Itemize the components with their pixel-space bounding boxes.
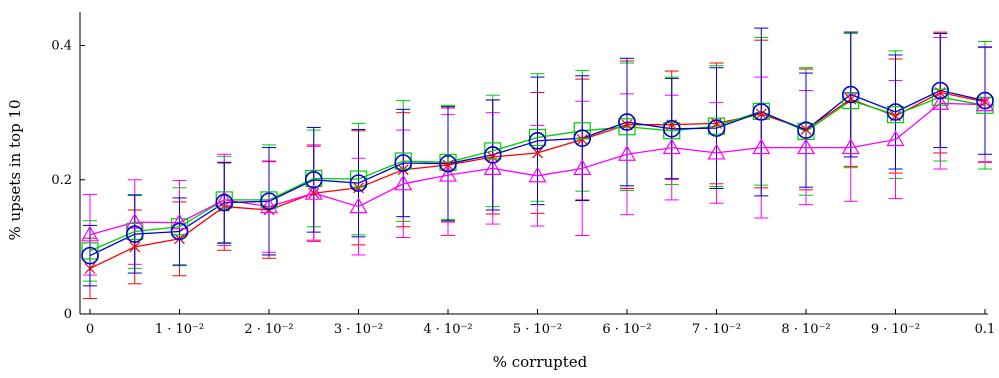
- x-tick-label: 6 · 10⁻²: [602, 322, 651, 337]
- triangle-marker: [841, 138, 860, 155]
- circle-marker: [170, 222, 189, 241]
- x-tick-label: 7 · 10⁻²: [692, 322, 741, 337]
- circle-marker: [81, 246, 99, 265]
- y-tick-label: 0.4: [51, 39, 72, 54]
- triangle-marker: [707, 143, 726, 160]
- triangle-marker: [931, 94, 950, 110]
- triangle-marker: [528, 166, 547, 183]
- triangle-marker: [304, 183, 323, 200]
- triangle-marker: [617, 145, 637, 161]
- x-tick-label: 0.1: [975, 322, 996, 337]
- square-marker: [170, 218, 189, 236]
- triangle-marker: [259, 197, 279, 214]
- triangle-marker: [438, 165, 458, 182]
- triangle-marker: [662, 138, 681, 155]
- square-marker: [931, 88, 949, 106]
- circle-marker: [573, 129, 592, 147]
- circle-marker: [931, 81, 950, 100]
- triangle-marker: [483, 159, 502, 175]
- error-bar: [83, 224, 97, 287]
- circle-marker: [394, 154, 413, 172]
- circle-marker: [976, 91, 994, 110]
- x-marker: [800, 124, 812, 135]
- circle-marker: [707, 119, 726, 137]
- circle-marker: [841, 85, 860, 104]
- circle-marker: [349, 174, 368, 192]
- square-marker: [618, 118, 636, 136]
- circle-marker: [618, 113, 636, 131]
- x-tick-label: 9 · 10⁻²: [871, 322, 920, 337]
- triangle-marker: [975, 95, 995, 112]
- circle-marker: [260, 192, 278, 211]
- square-marker: [573, 122, 591, 140]
- circle-marker: [797, 121, 815, 139]
- circle-marker: [304, 170, 323, 189]
- ticks: 0 1 · 10⁻² 2 · 10⁻² 3 · 10⁻² 4 · 10⁻² 5 · 10⁻…: [51, 39, 995, 337]
- y-tick-label: 0.2: [51, 173, 72, 188]
- x-marker: [487, 151, 499, 163]
- circle-marker: [215, 193, 234, 212]
- circle-marker: [886, 103, 905, 121]
- x-tick-label: 2 · 10⁻²: [244, 322, 293, 337]
- x-marker: [621, 119, 633, 131]
- x-marker: [532, 147, 543, 159]
- circle-marker: [752, 103, 771, 121]
- series-line: [89, 96, 986, 252]
- circle-marker: [662, 119, 681, 138]
- triangle-marker: [215, 190, 234, 207]
- x-marker: [129, 241, 141, 253]
- square-marker: [81, 242, 99, 260]
- x-tick-label: 0: [86, 322, 94, 337]
- circle-marker: [125, 225, 144, 243]
- triangle-marker: [573, 159, 592, 175]
- x-marker: [442, 159, 454, 171]
- triangle-marker: [80, 225, 100, 242]
- square-marker: [349, 170, 368, 188]
- triangle-marker: [886, 130, 905, 147]
- y-tick-label: 0: [64, 307, 72, 322]
- triangle-marker: [125, 212, 144, 229]
- x-marker: [397, 164, 409, 176]
- x-tick-label: 1 · 10⁻²: [155, 322, 204, 337]
- x-axis-label: % corrupted: [493, 353, 588, 371]
- square-marker: [842, 91, 860, 110]
- error-bars: [83, 27, 992, 300]
- circle-marker: [483, 146, 502, 164]
- circle-marker: [439, 154, 457, 173]
- y-axis-label: % upsets in top 10: [6, 99, 24, 240]
- series-line: [89, 89, 986, 257]
- x-tick-label: 4 · 10⁻²: [423, 322, 472, 337]
- axes: [79, 12, 988, 315]
- x-marker: [576, 134, 588, 145]
- triangle-marker: [349, 197, 368, 214]
- triangle-marker: [170, 213, 189, 230]
- triangle-marker: [796, 138, 816, 155]
- x-tick-label: 5 · 10⁻²: [513, 322, 562, 337]
- x-marker: [755, 108, 767, 120]
- x-marker: [979, 96, 991, 108]
- x-tick-label: 3 · 10⁻²: [334, 322, 383, 337]
- triangle-marker: [752, 138, 771, 155]
- x-tick-label: 8 · 10⁻²: [781, 322, 830, 337]
- triangle-marker: [394, 174, 413, 191]
- series-markers: [80, 81, 995, 274]
- circle-marker: [528, 132, 547, 150]
- square-marker: [484, 142, 502, 160]
- x-marker: [84, 262, 96, 274]
